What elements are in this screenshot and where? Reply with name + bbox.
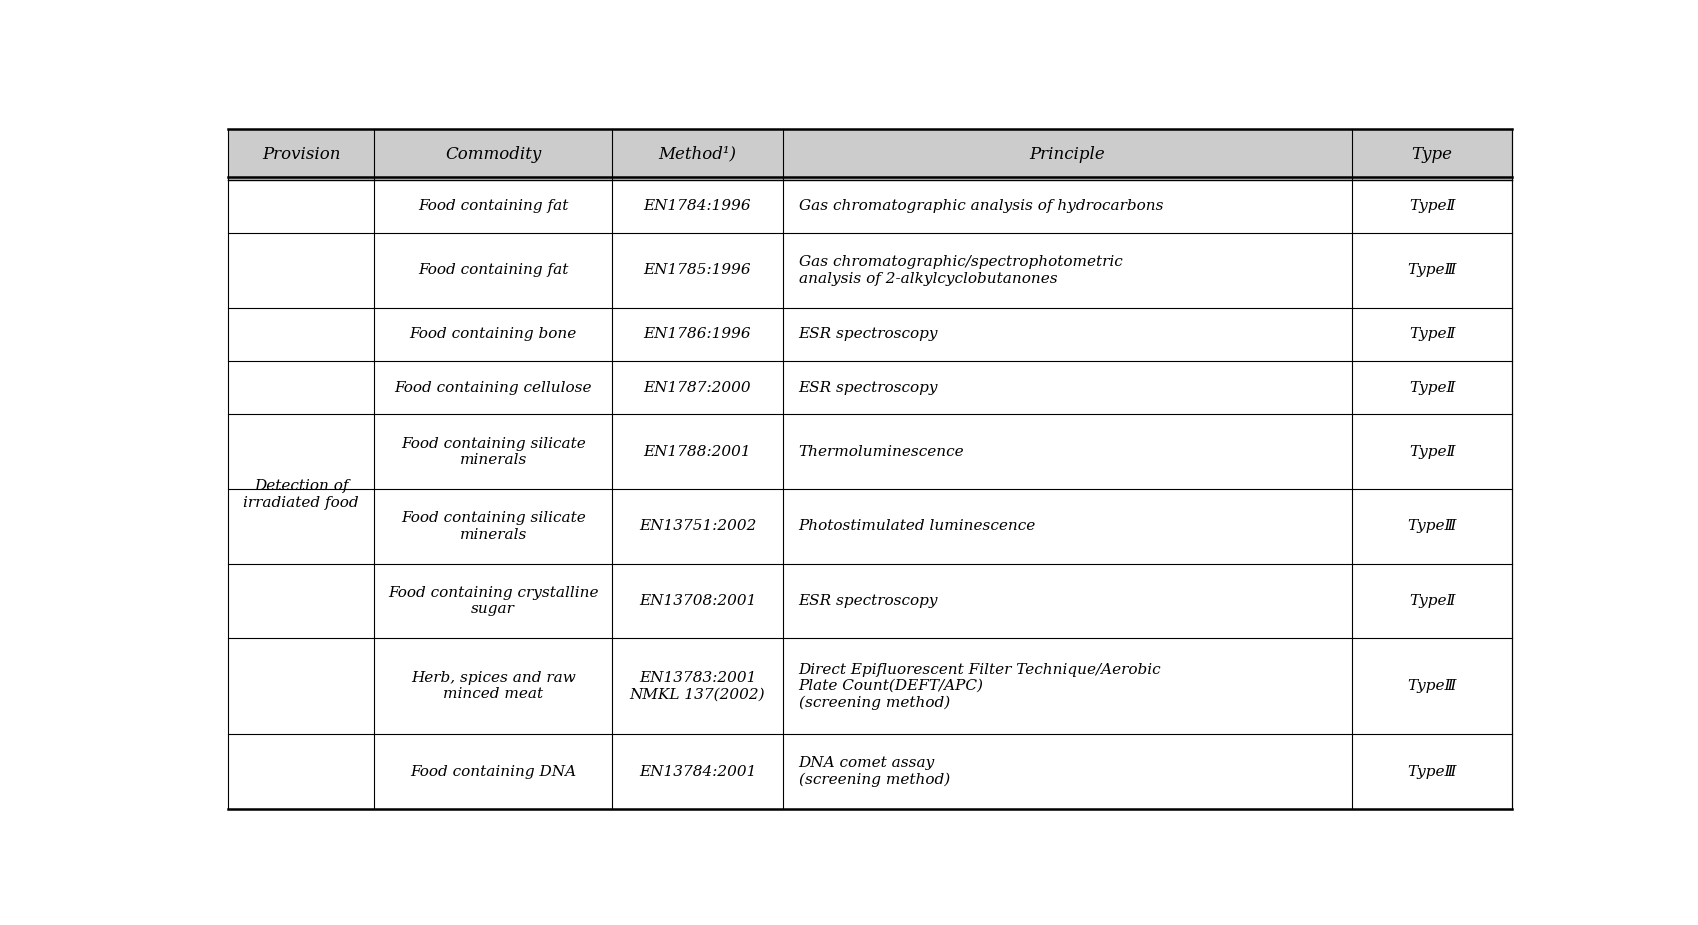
Text: Detection of
irradiated food: Detection of irradiated food — [243, 479, 358, 510]
Text: Food containing bone: Food containing bone — [409, 327, 577, 341]
Text: TypeⅡ: TypeⅡ — [1409, 200, 1455, 214]
Text: Method¹): Method¹) — [659, 146, 737, 163]
Text: Principle: Principle — [1029, 146, 1105, 163]
Bar — [228, 563, 1513, 638]
Text: TypeⅡ: TypeⅡ — [1409, 381, 1455, 395]
Text: Food containing DNA: Food containing DNA — [411, 765, 576, 779]
Text: TypeⅢ: TypeⅢ — [1408, 679, 1457, 694]
Text: Gas chromatographic/spectrophotometric
analysis of 2-alkylcyclobutanones: Gas chromatographic/spectrophotometric a… — [798, 255, 1122, 286]
Text: Food containing silicate
minerals: Food containing silicate minerals — [401, 437, 586, 467]
Bar — [228, 233, 1513, 308]
Text: EN13751:2002: EN13751:2002 — [638, 520, 756, 534]
Text: DNA comet assay
(screening method): DNA comet assay (screening method) — [798, 757, 949, 787]
Text: Food containing silicate
minerals: Food containing silicate minerals — [401, 512, 586, 541]
Text: ESR spectroscopy: ESR spectroscopy — [798, 381, 939, 395]
Text: ESR spectroscopy: ESR spectroscopy — [798, 327, 939, 341]
Bar — [228, 489, 1513, 563]
Bar — [228, 734, 1513, 809]
Text: Type: Type — [1411, 146, 1452, 163]
Text: TypeⅢ: TypeⅢ — [1408, 765, 1457, 779]
Text: TypeⅢ: TypeⅢ — [1408, 264, 1457, 278]
Text: Thermoluminescence: Thermoluminescence — [798, 445, 964, 459]
Text: Commodity: Commodity — [445, 146, 542, 163]
Text: TypeⅡ: TypeⅡ — [1409, 327, 1455, 341]
Text: EN13783:2001
NMKL 137(2002): EN13783:2001 NMKL 137(2002) — [630, 672, 766, 701]
Bar — [228, 414, 1513, 489]
Bar — [228, 179, 1513, 233]
Text: Food containing cellulose: Food containing cellulose — [394, 381, 593, 395]
Text: TypeⅡ: TypeⅡ — [1409, 594, 1455, 608]
Text: Food containing fat: Food containing fat — [418, 264, 569, 278]
Text: EN1787:2000: EN1787:2000 — [644, 381, 751, 395]
Text: Photostimulated luminescence: Photostimulated luminescence — [798, 520, 1036, 534]
Text: TypeⅢ: TypeⅢ — [1408, 520, 1457, 534]
Text: EN13784:2001: EN13784:2001 — [638, 765, 756, 779]
Bar — [228, 638, 1513, 734]
Bar — [228, 361, 1513, 414]
Text: TypeⅡ: TypeⅡ — [1409, 445, 1455, 459]
Text: EN1784:1996: EN1784:1996 — [644, 200, 751, 214]
Text: Gas chromatographic analysis of hydrocarbons: Gas chromatographic analysis of hydrocar… — [798, 200, 1163, 214]
Text: EN1785:1996: EN1785:1996 — [644, 264, 751, 278]
Text: Provision: Provision — [261, 146, 341, 163]
Text: EN1786:1996: EN1786:1996 — [644, 327, 751, 341]
Text: EN13708:2001: EN13708:2001 — [638, 594, 756, 608]
Text: ESR spectroscopy: ESR spectroscopy — [798, 594, 939, 608]
Bar — [228, 129, 1513, 179]
Text: Herb, spices and raw
minced meat: Herb, spices and raw minced meat — [411, 672, 576, 701]
Text: Direct Epifluorescent Filter Technique/Aerobic
Plate Count(DEFT/APC)
(screening : Direct Epifluorescent Filter Technique/A… — [798, 663, 1161, 709]
Text: EN1788:2001: EN1788:2001 — [644, 445, 751, 459]
Text: Food containing fat: Food containing fat — [418, 200, 569, 214]
Text: Food containing crystalline
sugar: Food containing crystalline sugar — [389, 586, 598, 616]
Bar — [228, 308, 1513, 361]
